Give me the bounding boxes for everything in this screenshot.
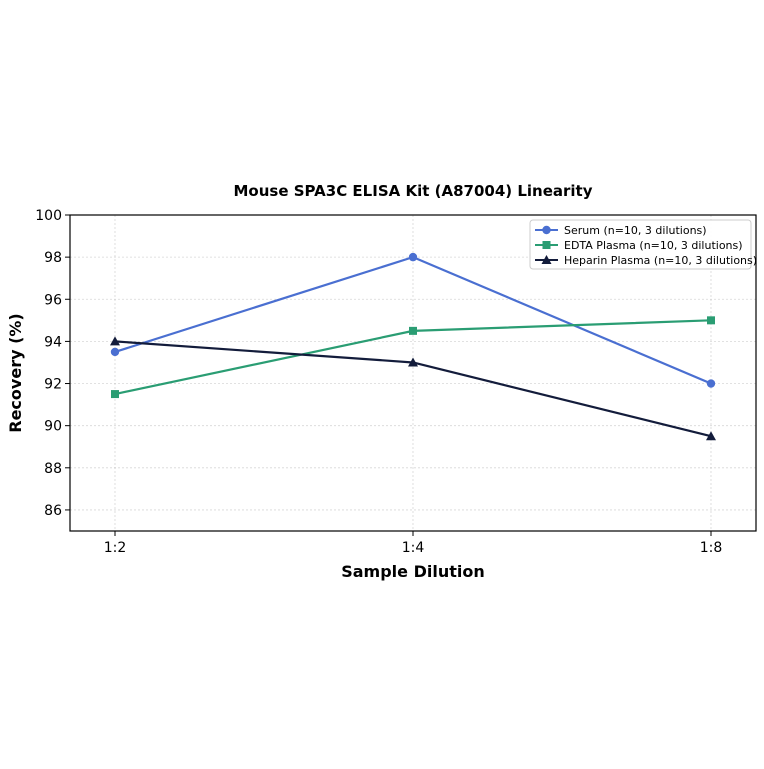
legend-item: Serum (n=10, 3 dilutions) xyxy=(535,224,707,237)
x-axis-title: Sample Dilution xyxy=(341,562,485,581)
x-axis: 1:2 1:4 1:8 xyxy=(104,531,723,556)
y-axis-title: Recovery (%) xyxy=(6,313,25,432)
y-tick-label: 100 xyxy=(35,208,62,224)
y-tick-label: 94 xyxy=(44,334,62,350)
x-tick-label: 1:2 xyxy=(104,540,127,556)
series-2 xyxy=(111,316,715,399)
legend-marker xyxy=(541,255,552,264)
data-point xyxy=(707,316,715,325)
data-point xyxy=(706,431,716,441)
y-tick-label: 90 xyxy=(44,419,62,435)
data-point xyxy=(409,326,417,335)
data-point xyxy=(408,252,418,262)
chart-title: Mouse SPA3C ELISA Kit (A87004) Linearity xyxy=(234,182,593,200)
y-tick-label: 86 xyxy=(44,503,62,519)
data-point xyxy=(110,347,120,357)
legend-marker xyxy=(542,241,551,249)
legend-label: Serum (n=10, 3 dilutions) xyxy=(564,224,707,237)
y-tick-label: 96 xyxy=(44,292,62,308)
legend-item: EDTA Plasma (n=10, 3 dilutions) xyxy=(535,239,743,252)
y-axis: 86 88 90 92 94 96 98 100 xyxy=(35,208,70,519)
legend-box xyxy=(529,219,752,270)
series-1 xyxy=(110,252,716,388)
x-tick-label: 1:8 xyxy=(700,540,723,556)
data-point xyxy=(111,390,119,399)
legend-label: EDTA Plasma (n=10, 3 dilutions) xyxy=(564,239,743,252)
legend-marker xyxy=(542,225,551,235)
y-tick-label: 88 xyxy=(44,461,62,477)
series-group xyxy=(110,252,716,441)
data-point xyxy=(110,336,120,346)
legend-label: Heparin Plasma (n=10, 3 dilutions) xyxy=(564,254,757,267)
y-tick-label: 92 xyxy=(44,377,62,393)
data-point xyxy=(706,379,716,388)
series-3 xyxy=(110,336,716,441)
legend-item: Heparin Plasma (n=10, 3 dilutions) xyxy=(535,254,757,267)
x-tick-label: 1:4 xyxy=(402,540,425,556)
legend: Serum (n=10, 3 dilutions) EDTA Plasma (n=… xyxy=(529,219,757,270)
y-tick-label: 98 xyxy=(44,250,62,266)
data-point xyxy=(408,357,418,367)
